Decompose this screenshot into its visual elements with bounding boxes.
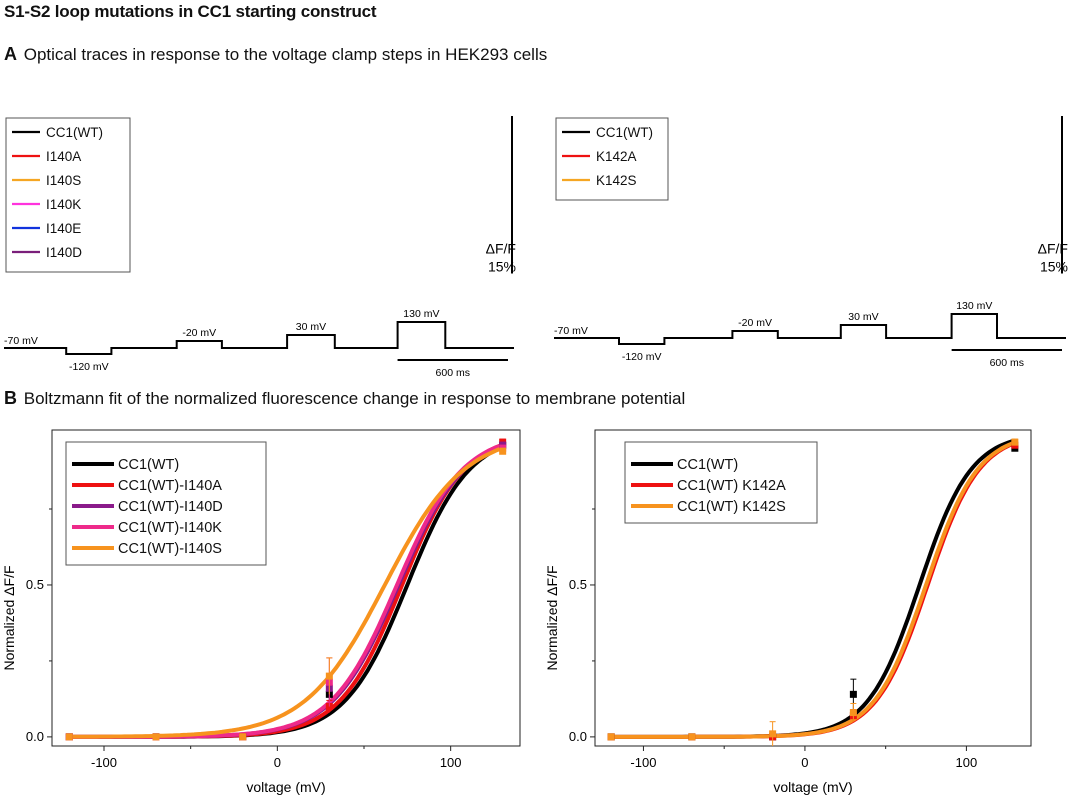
protocol-label-20-mv: -20 mV	[738, 317, 772, 329]
legend-label-cc1-wt-i140s: CC1(WT)-I140S	[118, 541, 222, 557]
y-axis-label: Normalized ΔF/F	[1, 565, 17, 670]
x-axis-label: voltage (mV)	[246, 779, 325, 795]
legend-label-cc1-wt-k142s: CC1(WT) K142S	[677, 499, 786, 515]
y-axis-label: Normalized ΔF/F	[545, 565, 560, 670]
protocol-label-120-mv: -120 mV	[622, 351, 662, 363]
fit-legend: CC1(WT) CC1(WT) K142A CC1(WT) K142S	[624, 441, 818, 524]
voltage-protocol	[4, 321, 514, 355]
x-tick-label: 100	[956, 755, 978, 770]
x-axis-label: voltage (mV)	[773, 779, 852, 795]
protocol-label-20-mv: -20 mV	[182, 327, 216, 339]
voltage-protocol	[554, 313, 1066, 345]
data-point-cc1-wt-k142s	[688, 733, 696, 741]
trace-legend: CC1(WT) I140A I140S I140K I140E I140D	[5, 117, 131, 273]
legend-label-cc1-wt: CC1(WT)	[118, 457, 179, 473]
panel-a-title: Optical traces in response to the voltag…	[23, 45, 548, 64]
legend-label-cc1-wt-k142a: CC1(WT) K142A	[677, 478, 786, 494]
data-point-cc1-wt-k142s	[1011, 438, 1019, 446]
legend-label-cc1-wt-i140d: CC1(WT)-I140D	[118, 499, 223, 515]
data-point-cc1-wt-i140s	[152, 733, 160, 741]
fit-curve-cc1-wt-i140s	[69, 446, 504, 739]
protocol-label-130-mv: 130 mV	[403, 308, 439, 320]
panel-b-title: Boltzmann fit of the normalized fluoresc…	[23, 389, 686, 408]
panel-b-heading: B Boltzmann fit of the normalized fluore…	[4, 388, 685, 409]
fit-legend: CC1(WT) CC1(WT)-I140A CC1(WT)-I140D CC1(WT)…	[65, 441, 267, 566]
data-point-cc1-wt-i140s	[239, 733, 247, 741]
legend-label-i140a: I140A	[46, 149, 81, 164]
legend-label-k142s: K142S	[596, 173, 637, 188]
time-scale-label: 600 ms	[436, 367, 470, 378]
y-tick-label: 0.5	[26, 577, 44, 592]
boltzmann-fit-chart-right: -100 0 100 0.0 0.5 voltage (mV) Normalized ΔF/…	[545, 429, 1032, 795]
protocol-label-30-mv: 30 mV	[848, 311, 878, 323]
legend-label-cc1-wt-i140k: CC1(WT)-I140K	[118, 520, 222, 536]
panel-a-letter: A	[4, 44, 17, 64]
optical-traces-chart-right: CC1(WT) K142A K142S ΔF/F 15% -70 mV -120 mV -20…	[550, 78, 1068, 369]
protocol-label-30-mv: 30 mV	[296, 321, 326, 333]
trace-legend-box	[5, 117, 131, 273]
plot-frame	[51, 429, 521, 747]
scale-bar-label-pct: 15%	[1040, 259, 1068, 275]
data-point-cc1-wt-k142s	[849, 709, 857, 717]
legend-label-cc1-wt-i140a: CC1(WT)-I140A	[118, 478, 222, 494]
x-tick-label: 0	[801, 755, 808, 770]
legend-label-i140k: I140K	[46, 197, 81, 212]
x-tick-label: 100	[440, 755, 462, 770]
scale-bar-label-pct: 15%	[488, 259, 516, 275]
panel-b-letter: B	[4, 388, 17, 408]
data-point-cc1-wt-i140s	[65, 733, 73, 741]
legend-label-i140d: I140D	[46, 245, 82, 260]
protocol-label-120-mv: -120 mV	[69, 361, 109, 373]
y-tick-label: 0.0	[26, 729, 44, 744]
x-tick-label: -100	[91, 755, 117, 770]
protocol-label-130-mv: 130 mV	[956, 300, 992, 312]
scale-bar-label-dff: ΔF/F	[486, 241, 516, 257]
legend-label-k142a: K142A	[596, 149, 637, 164]
protocol-label-hold: -70 mV	[554, 325, 588, 337]
data-point-cc1-wt	[849, 690, 857, 698]
x-tick-label: -100	[630, 755, 656, 770]
figure-title: S1-S2 loop mutations in CC1 starting con…	[4, 2, 377, 21]
x-tick-label: 0	[274, 755, 281, 770]
scale-bar-label-dff: ΔF/F	[1038, 241, 1068, 257]
data-point-cc1-wt-i140s	[499, 447, 507, 455]
boltzmann-fit-chart-left: -100 0 100 0.0 0.5 voltage (mV) Normalized ΔF/…	[1, 429, 521, 795]
time-scale-label: 600 ms	[990, 357, 1024, 369]
protocol-label-hold: -70 mV	[4, 335, 38, 347]
legend-label-i140e: I140E	[46, 221, 81, 236]
fit-legend-box	[624, 441, 818, 524]
legend-label-cc1-wt: CC1(WT)	[596, 125, 653, 140]
legend-label-cc1-wt: CC1(WT)	[677, 457, 738, 473]
trace-legend: CC1(WT) K142A K142S	[555, 117, 669, 201]
legend-label-cc1-wt: CC1(WT)	[46, 125, 103, 140]
plot-frame	[594, 429, 1032, 747]
fit-curve-cc1-wt-k142s	[611, 440, 1016, 739]
data-point-cc1-wt-k142s	[607, 733, 615, 741]
data-point-cc1-wt-i140s	[325, 672, 333, 680]
y-tick-label: 0.0	[569, 729, 587, 744]
y-tick-label: 0.5	[569, 577, 587, 592]
panel-a-heading: A Optical traces in response to the volt…	[4, 44, 547, 65]
legend-label-i140s: I140S	[46, 173, 81, 188]
optical-traces-chart-left: CC1(WT) I140A I140S I140K I140E I140D ΔF/F 15% -…	[0, 78, 516, 378]
data-point-cc1-wt-k142s	[769, 730, 777, 738]
